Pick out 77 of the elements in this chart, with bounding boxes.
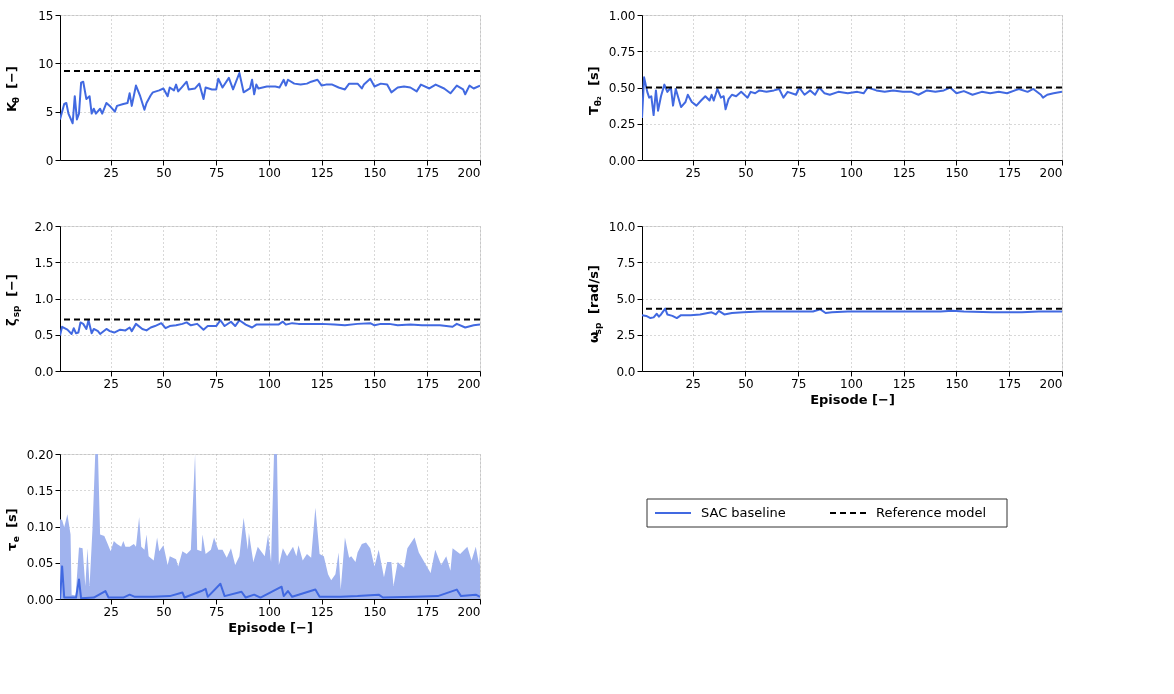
legend-label: SAC baseline: [701, 505, 786, 520]
y-tick-label: 0.05: [26, 556, 54, 571]
y-tick-label: 2.0: [34, 219, 54, 234]
x-tick-label: 200: [457, 165, 481, 180]
x-tick-label: 175: [416, 604, 440, 619]
x-tick-label: 100: [839, 376, 863, 391]
x-tick-label: 25: [103, 165, 119, 180]
y-tick-label: 1.00: [608, 8, 636, 23]
y-tick-label: 1.0: [34, 292, 54, 306]
y-tick-label: 0.00: [608, 153, 636, 168]
x-tick-label: 50: [738, 376, 754, 391]
y-tick-label: 15: [38, 8, 54, 23]
y-axis-title: ζsp [−]: [4, 274, 21, 326]
x-tick-label: 75: [791, 165, 807, 180]
x-tick-label: 50: [156, 376, 172, 391]
y-tick-label: 5: [45, 105, 54, 120]
line-series: [642, 307, 1062, 320]
y-tick-label: 0.00: [26, 592, 54, 607]
x-tick-label: 125: [310, 376, 334, 391]
y-tick-label: 10: [38, 56, 54, 71]
y-tick-label: 0.20: [26, 447, 54, 462]
y-axis-title: τe [s]: [4, 508, 21, 551]
x-tick-label: 175: [998, 376, 1022, 391]
x-tick-label: 200: [1039, 165, 1063, 180]
legend-label: Reference model: [876, 505, 987, 520]
x-tick-label: 125: [892, 165, 916, 180]
x-tick-label: 50: [156, 165, 172, 180]
x-tick-label: 50: [738, 165, 754, 180]
y-tick-label: 0.50: [608, 81, 636, 95]
x-tick-label: 200: [1039, 376, 1063, 391]
x-tick-label: 25: [103, 604, 119, 619]
x-axis-title: Episode [−]: [228, 619, 313, 635]
x-tick-label: 175: [416, 165, 440, 180]
x-tick-label: 125: [892, 376, 916, 391]
y-tick-label: 0: [45, 153, 54, 168]
x-tick-label: 150: [945, 165, 969, 180]
x-tick-label: 100: [257, 165, 281, 180]
y-tick-label: 0.25: [608, 117, 636, 132]
x-tick-label: 175: [416, 376, 440, 391]
y-tick-label: 0.75: [608, 44, 636, 59]
x-tick-label: 75: [209, 165, 225, 180]
x-tick-label: 150: [363, 604, 387, 619]
y-tick-label: 0.15: [26, 483, 54, 498]
y-tick-label: 0.0: [616, 364, 636, 379]
x-tick-label: 50: [156, 604, 172, 619]
y-tick-label: 5.0: [616, 292, 636, 306]
x-tick-label: 25: [685, 376, 701, 391]
x-tick-label: 25: [685, 165, 701, 180]
line-series: [60, 72, 480, 125]
y-tick-label: 10.0: [608, 219, 636, 234]
y-axis-title: Kθ [−]: [4, 66, 21, 112]
x-tick-label: 75: [209, 376, 225, 391]
y-axis-title: Tθ₂ [s]: [586, 66, 603, 115]
x-tick-label: 100: [839, 165, 863, 180]
x-tick-label: 100: [257, 604, 281, 619]
x-tick-label: 25: [103, 376, 119, 391]
y-tick-label: 1.5: [34, 255, 54, 270]
x-tick-label: 125: [310, 165, 334, 180]
y-axis-title: ωsp [rad/s]: [586, 265, 603, 344]
y-tick-label: 7.5: [616, 255, 636, 270]
x-tick-label: 150: [363, 376, 387, 391]
x-tick-label: 200: [457, 376, 481, 391]
x-tick-label: 125: [310, 604, 334, 619]
y-tick-label: 2.5: [616, 328, 636, 343]
x-tick-label: 200: [457, 604, 481, 619]
x-axis-title: Episode [−]: [810, 391, 895, 407]
x-tick-label: 75: [209, 604, 225, 619]
line-series: [642, 76, 1062, 119]
x-tick-label: 150: [945, 376, 969, 391]
line-series: [60, 319, 480, 337]
x-tick-label: 150: [363, 165, 387, 180]
x-tick-label: 100: [257, 376, 281, 391]
y-tick-label: 0.10: [26, 520, 54, 534]
x-tick-label: 75: [791, 376, 807, 391]
x-tick-label: 175: [998, 165, 1022, 180]
y-tick-label: 0.0: [34, 364, 54, 379]
y-tick-label: 0.5: [34, 328, 54, 343]
